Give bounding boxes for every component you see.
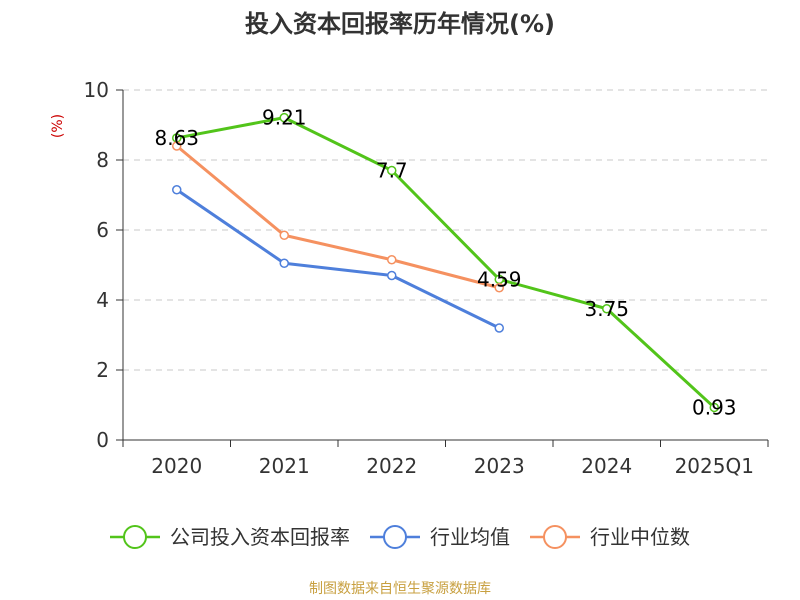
y-tick-label: 0 xyxy=(96,428,109,452)
y-tick-label: 10 xyxy=(84,78,109,102)
data-point xyxy=(494,283,504,293)
data-label: 8.63 xyxy=(154,126,199,150)
legend-item: 行业均值 xyxy=(370,525,510,549)
series-line xyxy=(176,116,716,409)
series-line xyxy=(175,188,500,330)
y-tick-label: 8 xyxy=(96,148,109,172)
data-point xyxy=(279,230,289,240)
data-point xyxy=(709,402,719,413)
series-line xyxy=(175,144,500,290)
data-point xyxy=(387,270,397,281)
data-point xyxy=(602,304,612,314)
chart-title: 投入资本回报率历年情况(%) xyxy=(245,10,555,38)
data-point xyxy=(494,323,504,333)
data-label: 0.93 xyxy=(692,395,737,419)
series-3 xyxy=(172,141,504,293)
legend-item: 公司投入资本回报率 xyxy=(110,525,350,549)
axes: 0 2 4 6 8 10 2020 2021 2022 2023 2024 2025Q1 xyxy=(84,78,769,478)
legend-marker xyxy=(383,525,407,549)
legend: 公司投入资本回报率 行业均值 行业中位数 xyxy=(110,525,690,549)
data-point xyxy=(279,112,289,123)
x-tick-label: 2020 xyxy=(151,454,202,478)
x-tick-label: 2024 xyxy=(581,454,632,478)
data-label: 3.75 xyxy=(584,297,629,321)
grid xyxy=(123,89,768,371)
legend-item: 行业中位数 xyxy=(530,525,690,549)
data-point xyxy=(279,258,289,268)
legend-label: 行业均值 xyxy=(430,525,510,549)
data-point xyxy=(387,165,397,176)
y-tick-label: 4 xyxy=(96,288,109,312)
data-label: 7.7 xyxy=(376,159,408,183)
series-2 xyxy=(172,185,504,333)
x-tick-label: 2025Q1 xyxy=(675,454,754,478)
legend-label: 行业中位数 xyxy=(590,525,690,549)
series-1 xyxy=(172,112,719,413)
data-labels: 8.63 9.21 7.7 4.59 3.75 0.93 xyxy=(154,106,736,420)
data-point xyxy=(387,255,397,265)
data-point xyxy=(172,185,182,195)
data-label: 9.21 xyxy=(262,106,307,130)
legend-label: 公司投入资本回报率 xyxy=(170,525,350,549)
legend-marker xyxy=(543,525,567,549)
y-tick-label: 2 xyxy=(96,358,109,382)
source-note: 制图数据来自恒生聚源数据库 xyxy=(309,581,491,597)
data-label: 4.59 xyxy=(477,267,522,291)
y-tick-label: 6 xyxy=(96,218,109,242)
data-point xyxy=(172,141,182,151)
y-axis-unit: (%) xyxy=(50,114,66,138)
series-layer xyxy=(172,112,719,413)
legend-marker xyxy=(123,525,147,549)
x-tick-label: 2022 xyxy=(366,454,417,478)
x-tick-label: 2023 xyxy=(474,454,525,478)
x-tick-label: 2021 xyxy=(259,454,310,478)
